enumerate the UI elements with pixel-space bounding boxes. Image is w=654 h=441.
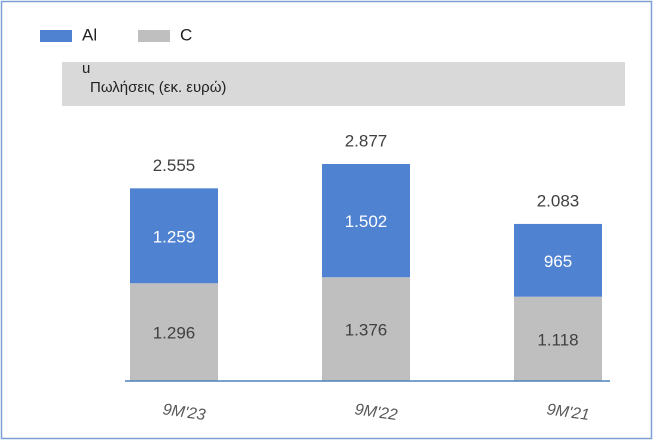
data-label: 1.296: [153, 324, 196, 343]
data-label: 965: [544, 252, 572, 271]
chart-title: Πωλήσεις (εκ. ευρώ): [90, 79, 226, 96]
title-box: [62, 62, 625, 106]
legend-label: Al: [82, 25, 97, 44]
legend-swatch: [40, 30, 72, 42]
annotation: u: [82, 60, 90, 77]
bar-segment: [130, 188, 218, 284]
bar-segment: [514, 223, 602, 297]
bar-segment: [130, 283, 218, 381]
data-label: 1.259: [153, 227, 196, 246]
total-label: 2.083: [537, 191, 580, 210]
x-tick-label: 9M'23: [162, 401, 207, 424]
data-label: 1.118: [537, 330, 578, 349]
legend-label: C: [180, 25, 192, 44]
bar-segment: [322, 277, 410, 381]
x-tick-label: 9M'22: [354, 401, 399, 424]
total-label: 2.877: [345, 131, 388, 150]
bar-segment: [514, 296, 602, 381]
total-label: 2.555: [153, 156, 196, 175]
bar-segment: [322, 163, 410, 278]
legend-swatch: [138, 30, 170, 42]
x-tick-label: 9M'21: [546, 401, 591, 424]
data-label: 1.502: [345, 212, 388, 231]
data-label: 1.376: [345, 321, 388, 340]
